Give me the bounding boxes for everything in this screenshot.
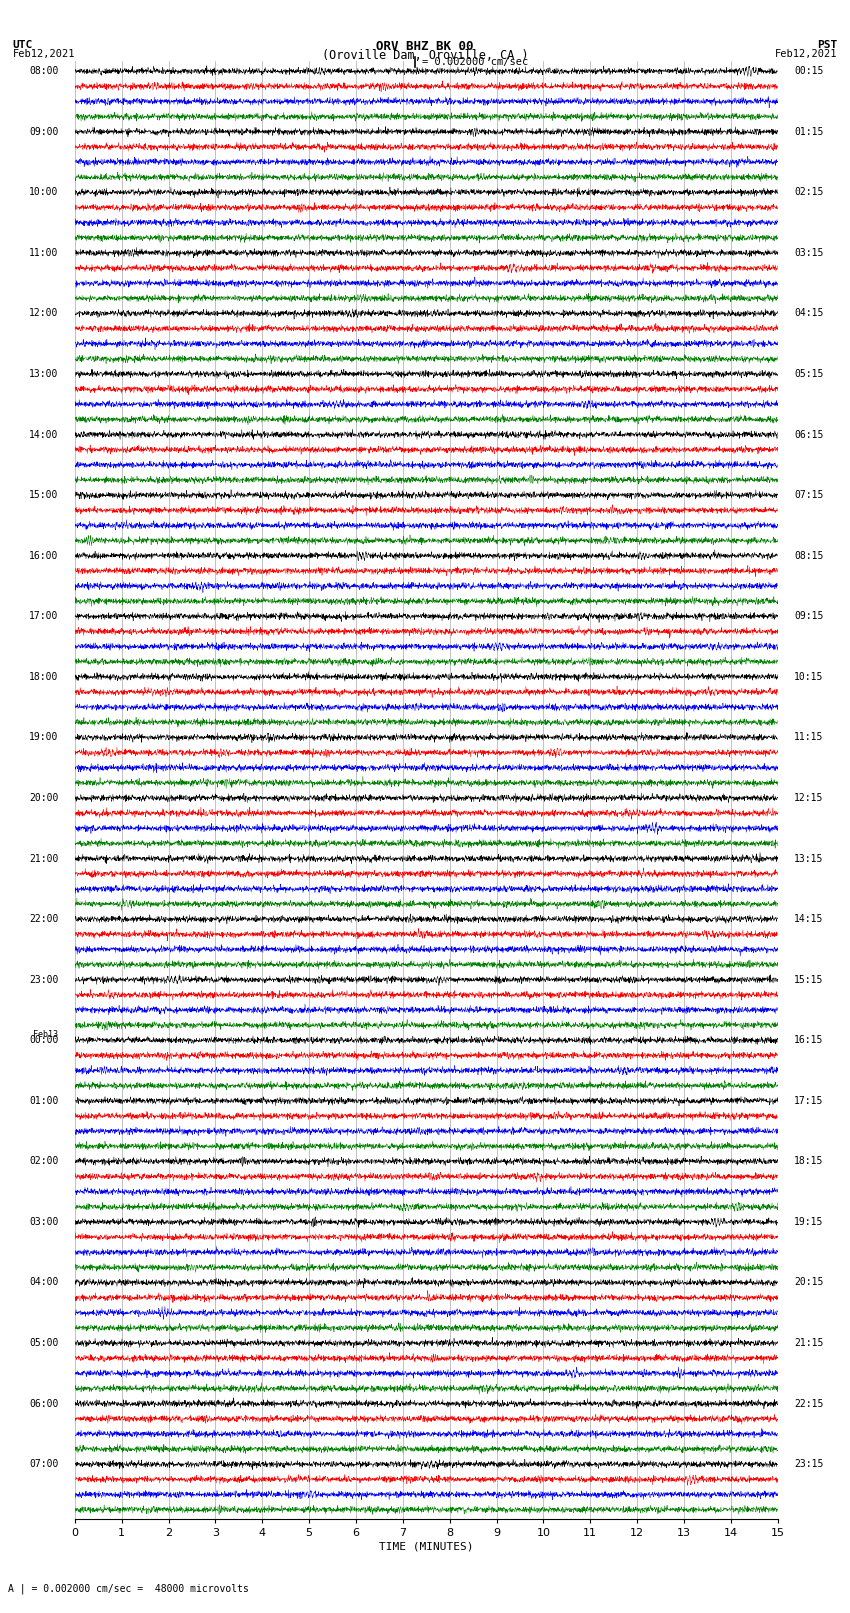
Text: 07:00: 07:00 — [29, 1460, 59, 1469]
Text: 13:00: 13:00 — [29, 369, 59, 379]
Text: 02:15: 02:15 — [794, 187, 824, 197]
Text: 14:15: 14:15 — [794, 915, 824, 924]
Text: 12:15: 12:15 — [794, 794, 824, 803]
Text: 06:00: 06:00 — [29, 1398, 59, 1408]
Text: A | = 0.002000 cm/sec =  48000 microvolts: A | = 0.002000 cm/sec = 48000 microvolts — [8, 1582, 249, 1594]
Text: 15:00: 15:00 — [29, 490, 59, 500]
Text: 00:00: 00:00 — [29, 1036, 59, 1045]
Text: 12:00: 12:00 — [29, 308, 59, 318]
Text: 00:15: 00:15 — [794, 66, 824, 76]
Text: 05:15: 05:15 — [794, 369, 824, 379]
Text: 11:15: 11:15 — [794, 732, 824, 742]
Text: 16:15: 16:15 — [794, 1036, 824, 1045]
Text: Feb13: Feb13 — [33, 1031, 59, 1039]
Text: 13:15: 13:15 — [794, 853, 824, 863]
Text: 04:00: 04:00 — [29, 1277, 59, 1287]
Text: 18:00: 18:00 — [29, 671, 59, 682]
Text: 03:15: 03:15 — [794, 248, 824, 258]
Text: 23:00: 23:00 — [29, 974, 59, 984]
Text: 07:15: 07:15 — [794, 490, 824, 500]
Text: 08:15: 08:15 — [794, 550, 824, 561]
Text: 17:15: 17:15 — [794, 1095, 824, 1107]
Text: 18:15: 18:15 — [794, 1157, 824, 1166]
Text: 11:00: 11:00 — [29, 248, 59, 258]
Text: 16:00: 16:00 — [29, 550, 59, 561]
Text: 17:00: 17:00 — [29, 611, 59, 621]
Text: 20:15: 20:15 — [794, 1277, 824, 1287]
Text: 10:15: 10:15 — [794, 671, 824, 682]
Text: 14:00: 14:00 — [29, 429, 59, 439]
Text: 06:15: 06:15 — [794, 429, 824, 439]
Text: (Oroville Dam, Oroville, CA ): (Oroville Dam, Oroville, CA ) — [321, 50, 529, 63]
Text: 19:15: 19:15 — [794, 1216, 824, 1227]
Text: 23:15: 23:15 — [794, 1460, 824, 1469]
Text: Feb12,2021: Feb12,2021 — [774, 50, 837, 60]
Text: 08:00: 08:00 — [29, 66, 59, 76]
Text: PST: PST — [817, 39, 837, 50]
Text: = 0.002000 cm/sec: = 0.002000 cm/sec — [422, 56, 528, 68]
Text: 22:00: 22:00 — [29, 915, 59, 924]
Text: 20:00: 20:00 — [29, 794, 59, 803]
Text: 03:00: 03:00 — [29, 1216, 59, 1227]
Text: 05:00: 05:00 — [29, 1339, 59, 1348]
Text: ORV BHZ BK 00: ORV BHZ BK 00 — [377, 39, 473, 53]
Text: 22:15: 22:15 — [794, 1398, 824, 1408]
Text: 19:00: 19:00 — [29, 732, 59, 742]
Text: 02:00: 02:00 — [29, 1157, 59, 1166]
Text: UTC: UTC — [13, 39, 33, 50]
Text: 01:15: 01:15 — [794, 127, 824, 137]
Text: 04:15: 04:15 — [794, 308, 824, 318]
Text: 09:00: 09:00 — [29, 127, 59, 137]
Text: 10:00: 10:00 — [29, 187, 59, 197]
Text: 21:00: 21:00 — [29, 853, 59, 863]
Text: Feb12,2021: Feb12,2021 — [13, 50, 76, 60]
Text: 01:00: 01:00 — [29, 1095, 59, 1107]
Text: 15:15: 15:15 — [794, 974, 824, 984]
X-axis label: TIME (MINUTES): TIME (MINUTES) — [379, 1542, 473, 1552]
Text: 09:15: 09:15 — [794, 611, 824, 621]
Text: 21:15: 21:15 — [794, 1339, 824, 1348]
